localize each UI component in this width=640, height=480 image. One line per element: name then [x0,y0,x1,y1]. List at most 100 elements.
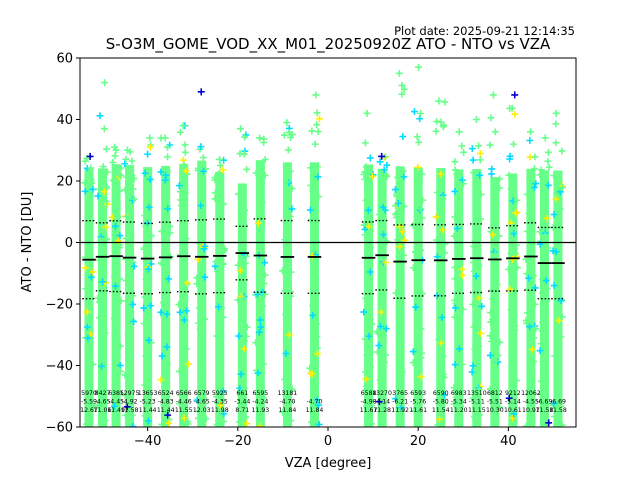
bin-17-marker-17 [434,421,441,427]
bin-6-stat-std: 11.55 [175,407,193,414]
bin-15-marker-26 [393,192,401,200]
bin-3-stat-std: 11.58 [121,407,139,414]
bin-22-marker-18 [524,285,532,293]
bin-4-marker-23 [143,256,150,264]
bin-2-marker-17 [112,164,119,171]
bin-14-marker-18 [375,328,383,336]
bin-19-marker-14 [476,383,484,391]
bin-5-marker-22 [157,259,165,267]
bin-9-marker-12 [239,183,247,191]
bin-22-marker-7 [528,273,536,280]
bin-20-marker-15 [487,309,494,317]
bin-12-marker-3 [308,127,316,135]
bin-11-marker-33 [282,178,290,186]
bin-5-marker-5 [164,153,171,161]
bin-17-marker-6 [439,226,447,234]
bin-12-marker-1 [311,140,319,148]
bin-14-marker-27 [380,332,388,339]
bin-13-outlier [363,109,371,117]
bin-11-stat-mean: -4.70 [279,399,295,406]
bin-5-marker-26 [163,343,171,351]
bin-4-marker-13 [141,212,149,220]
bin-2-marker-11 [112,222,119,230]
bin-12-outlier [312,91,320,99]
bin-18-marker-14 [451,313,459,321]
bin-12-marker-0 [316,115,323,123]
bin-18-marker-23 [457,403,464,410]
bin-22-marker-4 [532,180,540,188]
bin-10-marker-26 [254,219,262,227]
bin-21-marker-29 [505,171,513,179]
bin-1-marker-5 [99,163,107,170]
bin-22-points [522,128,540,427]
bin-1-marker-18 [103,198,111,205]
bin-17-marker-1 [432,127,440,135]
bin-10-marker-19 [256,181,263,189]
bin-19-marker-12 [477,329,485,337]
bin-7-marker-14 [195,407,203,415]
bin-21-marker-4 [511,110,519,118]
bin-16-marker-24 [418,349,426,357]
bin-23-marker-27 [542,277,550,284]
bin-3-points [121,146,138,427]
bin-22-marker-1 [531,165,538,172]
bin-22-marker-27 [522,317,530,324]
bin-2-marker-31 [111,388,119,396]
bin-20-marker-18 [492,270,499,278]
bin-14-density-column [377,168,387,427]
bin-11-marker-19 [287,292,295,300]
x-tick-label-2: 0 [324,434,332,449]
bin-12-marker-24 [315,193,323,201]
bin-15-marker-23 [399,228,407,236]
bin-4-marker-5 [146,143,154,151]
bin-19-marker-19 [470,413,478,421]
bin-21-marker-10 [505,394,513,402]
bin-22-outlier [527,128,535,136]
bin-23-marker-9 [539,403,547,411]
bin-2-points [108,143,125,427]
bin-23-marker-25 [540,315,548,322]
bin-18-marker-11 [459,305,467,313]
bin-9-stat-std: 8.71 [235,407,249,414]
bin-2-marker-27 [113,374,121,382]
bin-6-marker-12 [181,189,189,197]
bin-15-marker-16 [397,404,405,412]
bin-24-marker-3 [552,139,560,147]
bin-0-marker-17 [84,347,92,355]
bin-1-stat-count: 8427 [95,390,111,397]
bin-23-marker-0 [536,171,544,179]
bin-12-marker-27 [314,163,321,171]
bin-11-marker-15 [284,272,292,280]
bin-7-marker-10 [199,365,207,372]
bin-11-marker-22 [284,258,292,266]
bin-12-marker-16 [315,401,323,409]
bin-3-marker-16 [130,195,138,203]
bin-3-marker-33 [130,318,138,326]
bin-11-marker-7 [284,381,292,389]
bin-6-marker-16 [177,392,185,399]
bin-12-marker-7 [307,182,315,189]
bin-1-marker-8 [95,185,103,193]
bin-19-stat-mean: -5.11 [469,399,485,406]
bin-13-marker-29 [365,332,373,340]
bin-11-marker-24 [288,205,296,213]
bin-5-marker-33 [158,227,165,235]
bin-0-marker-26 [84,402,92,410]
bin-1-marker-13 [98,362,106,370]
bin-17-marker-32 [441,399,448,407]
bin-8-stat-mean: -4.35 [212,399,228,406]
bin-0-marker-5 [81,157,89,165]
bin-20-marker-4 [496,175,503,183]
bin-20-marker-23 [486,351,494,359]
bin-21-density-column [508,173,518,427]
bin-11-outlier [283,119,291,127]
bin-22-marker-22 [528,262,535,270]
bin-1-marker-4 [100,125,108,133]
bin-22-marker-19 [530,358,538,365]
bin-19-marker-18 [470,323,478,331]
bin-22-marker-21 [523,191,531,198]
bin-24-marker-25 [557,402,565,410]
bin-11-marker-9 [282,338,290,345]
bin-5-marker-19 [163,310,171,318]
bin-20-outlier [489,91,497,99]
